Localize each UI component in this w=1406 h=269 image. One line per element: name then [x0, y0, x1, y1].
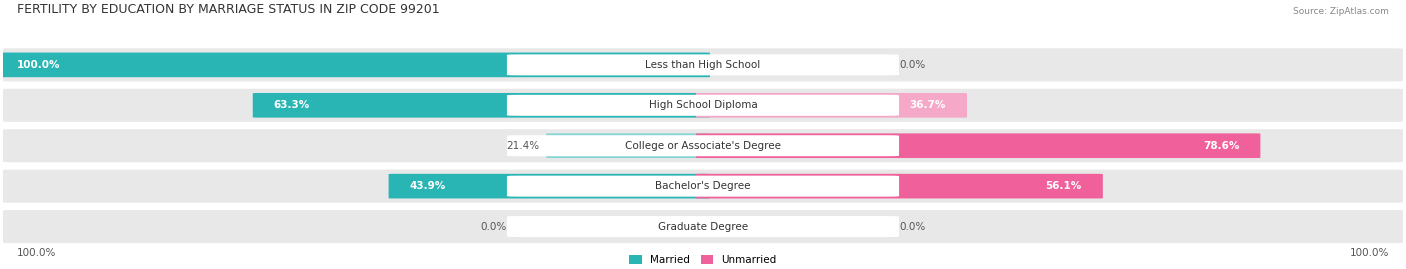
- FancyBboxPatch shape: [508, 135, 898, 156]
- Text: Less than High School: Less than High School: [645, 60, 761, 70]
- FancyBboxPatch shape: [0, 52, 710, 77]
- Text: Graduate Degree: Graduate Degree: [658, 222, 748, 232]
- FancyBboxPatch shape: [696, 93, 967, 118]
- FancyBboxPatch shape: [546, 133, 710, 158]
- Text: 100.0%: 100.0%: [17, 248, 56, 258]
- FancyBboxPatch shape: [696, 133, 1260, 158]
- FancyBboxPatch shape: [3, 89, 1403, 122]
- FancyBboxPatch shape: [388, 174, 710, 199]
- FancyBboxPatch shape: [3, 210, 1403, 243]
- FancyBboxPatch shape: [3, 129, 1403, 162]
- Text: 78.6%: 78.6%: [1204, 141, 1239, 151]
- FancyBboxPatch shape: [696, 174, 1102, 199]
- Text: College or Associate's Degree: College or Associate's Degree: [626, 141, 780, 151]
- Text: 100.0%: 100.0%: [1350, 248, 1389, 258]
- FancyBboxPatch shape: [3, 48, 1403, 82]
- FancyBboxPatch shape: [508, 54, 898, 75]
- FancyBboxPatch shape: [253, 93, 710, 118]
- Text: 0.0%: 0.0%: [481, 222, 508, 232]
- Text: Bachelor's Degree: Bachelor's Degree: [655, 181, 751, 191]
- Text: 21.4%: 21.4%: [506, 141, 538, 151]
- FancyBboxPatch shape: [508, 216, 898, 237]
- FancyBboxPatch shape: [508, 95, 898, 116]
- Text: FERTILITY BY EDUCATION BY MARRIAGE STATUS IN ZIP CODE 99201: FERTILITY BY EDUCATION BY MARRIAGE STATU…: [17, 3, 440, 16]
- FancyBboxPatch shape: [508, 176, 898, 197]
- Text: High School Diploma: High School Diploma: [648, 100, 758, 110]
- Text: 43.9%: 43.9%: [409, 181, 446, 191]
- Legend: Married, Unmarried: Married, Unmarried: [626, 251, 780, 269]
- Text: 63.3%: 63.3%: [274, 100, 309, 110]
- Text: 56.1%: 56.1%: [1046, 181, 1081, 191]
- Text: 100.0%: 100.0%: [17, 60, 60, 70]
- FancyBboxPatch shape: [3, 169, 1403, 203]
- Text: 0.0%: 0.0%: [898, 222, 925, 232]
- Text: 36.7%: 36.7%: [910, 100, 946, 110]
- Text: Source: ZipAtlas.com: Source: ZipAtlas.com: [1294, 7, 1389, 16]
- Text: 0.0%: 0.0%: [898, 60, 925, 70]
